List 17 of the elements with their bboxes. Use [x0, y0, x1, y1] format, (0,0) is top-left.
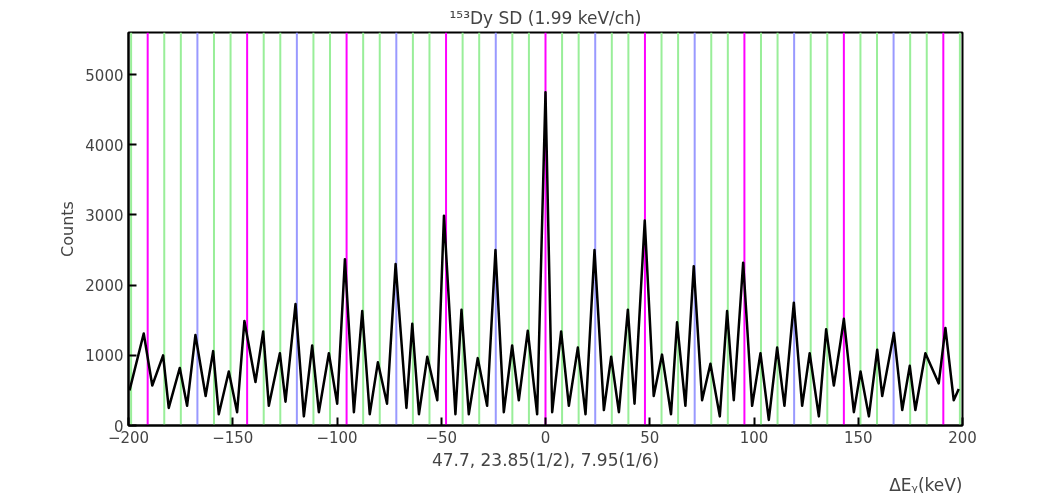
x-tick-label: 50	[640, 428, 660, 447]
x-tick-label: 200	[948, 428, 977, 447]
y-tick-label: 4000	[85, 136, 124, 155]
x-tick-label: 150	[843, 428, 873, 447]
x-axis-title: ΔEᵧ(keV)	[889, 474, 963, 494]
text: 47.7, 23.85(1/2), 7.95(1/6)	[431, 449, 660, 470]
x-tick-label: −100	[316, 428, 358, 447]
x-tick-label: −150	[212, 428, 254, 447]
y-axis-title: Counts	[58, 201, 78, 257]
y-tick-label: 2000	[85, 277, 124, 296]
x-tick-label: −50	[425, 428, 458, 447]
y-tick-label: 3000	[85, 206, 124, 225]
x-tick-label: 100	[739, 428, 769, 447]
chart-title: ¹⁵³Dy SD (1.99 keV/ch)	[449, 7, 642, 28]
y-tick-label: 1000	[85, 347, 124, 366]
x-tick-label: 0	[540, 428, 551, 447]
y-tick-label: 5000	[85, 66, 124, 85]
